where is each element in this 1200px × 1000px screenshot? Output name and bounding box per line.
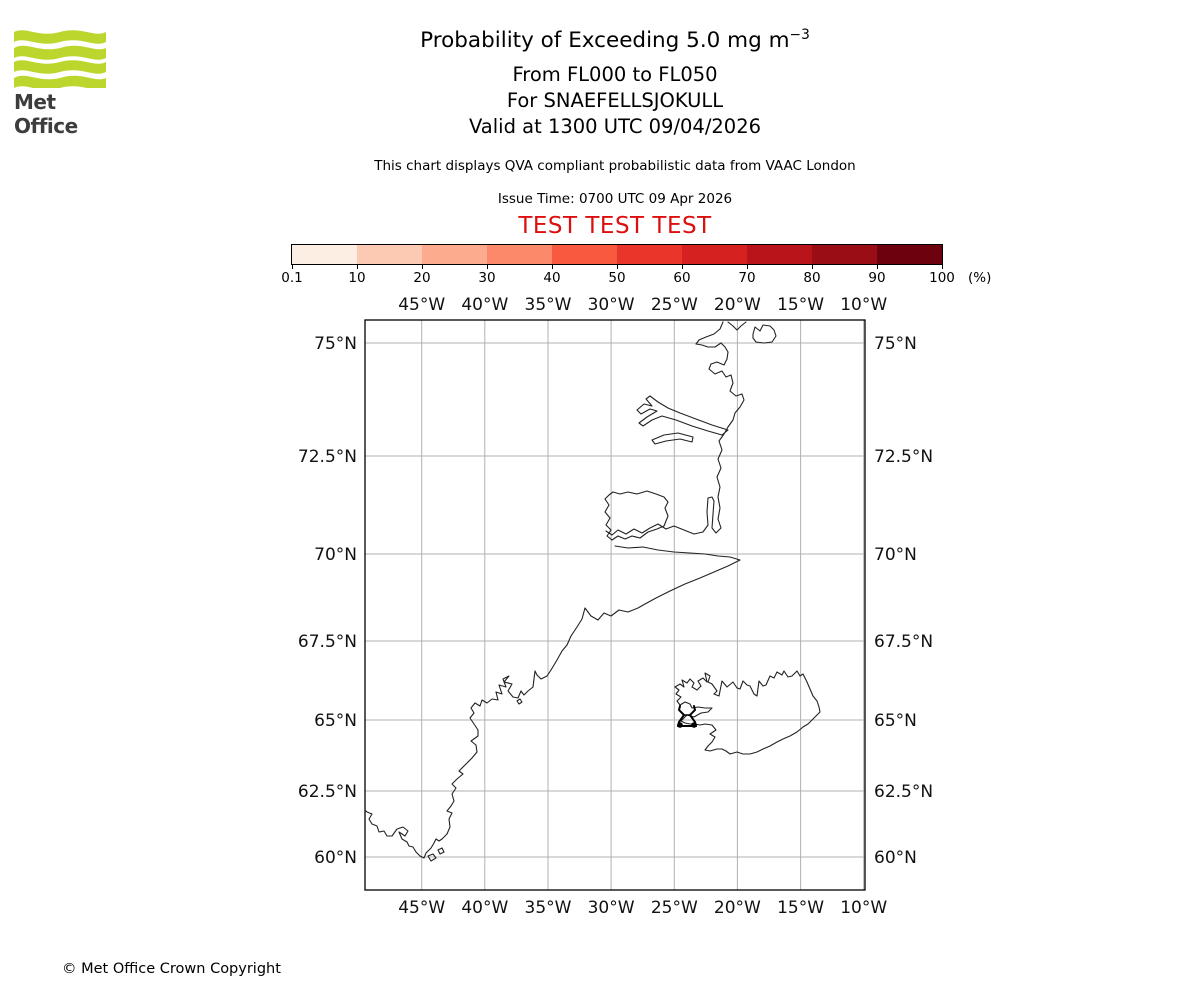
colorbar-tick-label: 50 [608, 270, 626, 286]
lon-label-top: 15°W [777, 295, 824, 315]
colorbar-tickmark [551, 265, 553, 269]
coastline-island [437, 847, 445, 855]
lat-label-left: 65°N [314, 711, 357, 731]
coastline-island [516, 698, 523, 705]
probability-map: 45°W 45°W 40°W 40°W 35°W 35°W 30°W 30°W 25°W 25°W… [298, 295, 933, 918]
logo-wave-stripe [14, 60, 106, 74]
colorbar-tickmark [811, 265, 813, 269]
lon-label-bottom: 20°W [714, 898, 761, 918]
volcano-marker-foot [691, 722, 697, 728]
lat-label-left: 60°N [314, 848, 357, 868]
colorbar-segment-30 [487, 245, 552, 264]
coastline-island [427, 853, 437, 862]
qva-note: This chart displays QVA compliant probab… [374, 158, 856, 174]
colorbar-tick-label: 10 [348, 270, 366, 286]
lon-label-top: 40°W [461, 295, 508, 315]
lat-label-right: 70°N [874, 545, 917, 565]
lat-label-right: 67.5°N [874, 632, 933, 652]
coastline-island [636, 395, 729, 436]
colorbar-gradient [291, 244, 943, 265]
colorbar-tick-label: 30 [478, 270, 496, 286]
subtitle-block: From FL000 to FL050 For SNAEFELLSJOKULL … [469, 62, 761, 140]
colorbar-segment-0.1 [292, 245, 357, 264]
colorbar-tickmark [356, 265, 358, 269]
colorbar-unit-label: (%) [968, 270, 992, 286]
coastline-island [604, 490, 669, 541]
coastline-island [674, 670, 821, 755]
lat-label-left: 67.5°N [298, 632, 357, 652]
colorbar-tickmark [486, 265, 488, 269]
lat-label-left: 72.5°N [298, 447, 357, 467]
coastline [605, 321, 745, 536]
colorbar-segment-40 [552, 245, 617, 264]
colorbar-segment-10 [357, 245, 422, 264]
subtitle-volcano: For SNAEFELLSJOKULL [506, 89, 724, 112]
colorbar-tickmark [421, 265, 423, 269]
colorbar-tick-label: 80 [803, 270, 821, 286]
colorbar-tickmark [746, 265, 748, 269]
lon-label-top: 30°W [588, 295, 635, 315]
lat-label-right: 62.5°N [874, 782, 933, 802]
page-title: Probability of Exceeding 5.0 mg m−3 [420, 27, 810, 53]
met-office-logo: Met Office [14, 26, 124, 138]
logo-wave-stripe [14, 45, 106, 60]
colorbar-tick-label: 20 [413, 270, 431, 286]
lon-label-top: 35°W [525, 295, 572, 315]
subtitle-flight-levels: From FL000 to FL050 [512, 63, 718, 86]
colorbar-tick-label: 70 [738, 270, 756, 286]
lon-label-bottom: 45°W [398, 898, 445, 918]
copyright-notice: © Met Office Crown Copyright [62, 961, 281, 977]
colorbar-tickmark [291, 265, 293, 269]
logo-wave-stripe [14, 30, 106, 44]
lat-label-right: 65°N [874, 711, 917, 731]
colorbar-tickmark [941, 265, 943, 269]
colorbar-tickmark [681, 265, 683, 269]
met-office-flag-icon [14, 30, 106, 88]
colorbar-tick-label: 0.1 [281, 270, 303, 286]
issue-time: Issue Time: 0700 UTC 09 Apr 2026 [497, 191, 733, 207]
colorbar-segment-70 [747, 245, 812, 264]
map-frame [364, 319, 866, 891]
lon-label-top: 45°W [398, 295, 445, 315]
lat-label-right: 60°N [874, 848, 917, 868]
colorbar-segment-90 [877, 245, 942, 264]
lon-label-bottom: 40°W [461, 898, 508, 918]
volcano-marker-foot [677, 722, 683, 728]
colorbar-segment-50 [617, 245, 682, 264]
lon-label-top: 10°W [840, 295, 887, 315]
colorbar-tick-label: 60 [673, 270, 691, 286]
lat-label-left: 75°N [314, 334, 357, 354]
colorbar-segment-60 [682, 245, 747, 264]
lon-label-bottom: 35°W [525, 898, 572, 918]
test-banner: TEST TEST TEST [518, 213, 712, 239]
lon-label-top: 20°W [714, 295, 761, 315]
lat-label-left: 62.5°N [298, 782, 357, 802]
met-office-logo-text: Met Office [14, 90, 78, 138]
coastline-island [752, 324, 777, 344]
page-title-exponent: −3 [789, 27, 810, 43]
colorbar-tickmark [876, 265, 878, 269]
lon-label-top: 25°W [651, 295, 698, 315]
colorbar-tick-label: 40 [543, 270, 561, 286]
coastline [364, 545, 741, 859]
lon-label-bottom: 25°W [651, 898, 698, 918]
page-title-text: Probability of Exceeding 5.0 mg m [420, 28, 790, 54]
volcano-marker [677, 705, 697, 728]
lon-label-bottom: 15°W [777, 898, 824, 918]
lat-label-right: 72.5°N [874, 447, 933, 467]
coastline-island [651, 432, 694, 445]
colorbar-segment-80 [812, 245, 877, 264]
coastline [727, 321, 747, 331]
lat-label-right: 75°N [874, 334, 917, 354]
subtitle-valid-time: Valid at 1300 UTC 09/04/2026 [468, 115, 762, 138]
colorbar-tick-label: 100 [929, 270, 955, 286]
colorbar-tickmark [616, 265, 618, 269]
colorbar-tick-label: 90 [868, 270, 886, 286]
logo-wave-stripe [14, 75, 106, 88]
colorbar-segment-20 [422, 245, 487, 264]
lon-label-bottom: 30°W [588, 898, 635, 918]
lon-label-bottom: 10°W [840, 898, 887, 918]
lat-label-left: 70°N [314, 545, 357, 565]
